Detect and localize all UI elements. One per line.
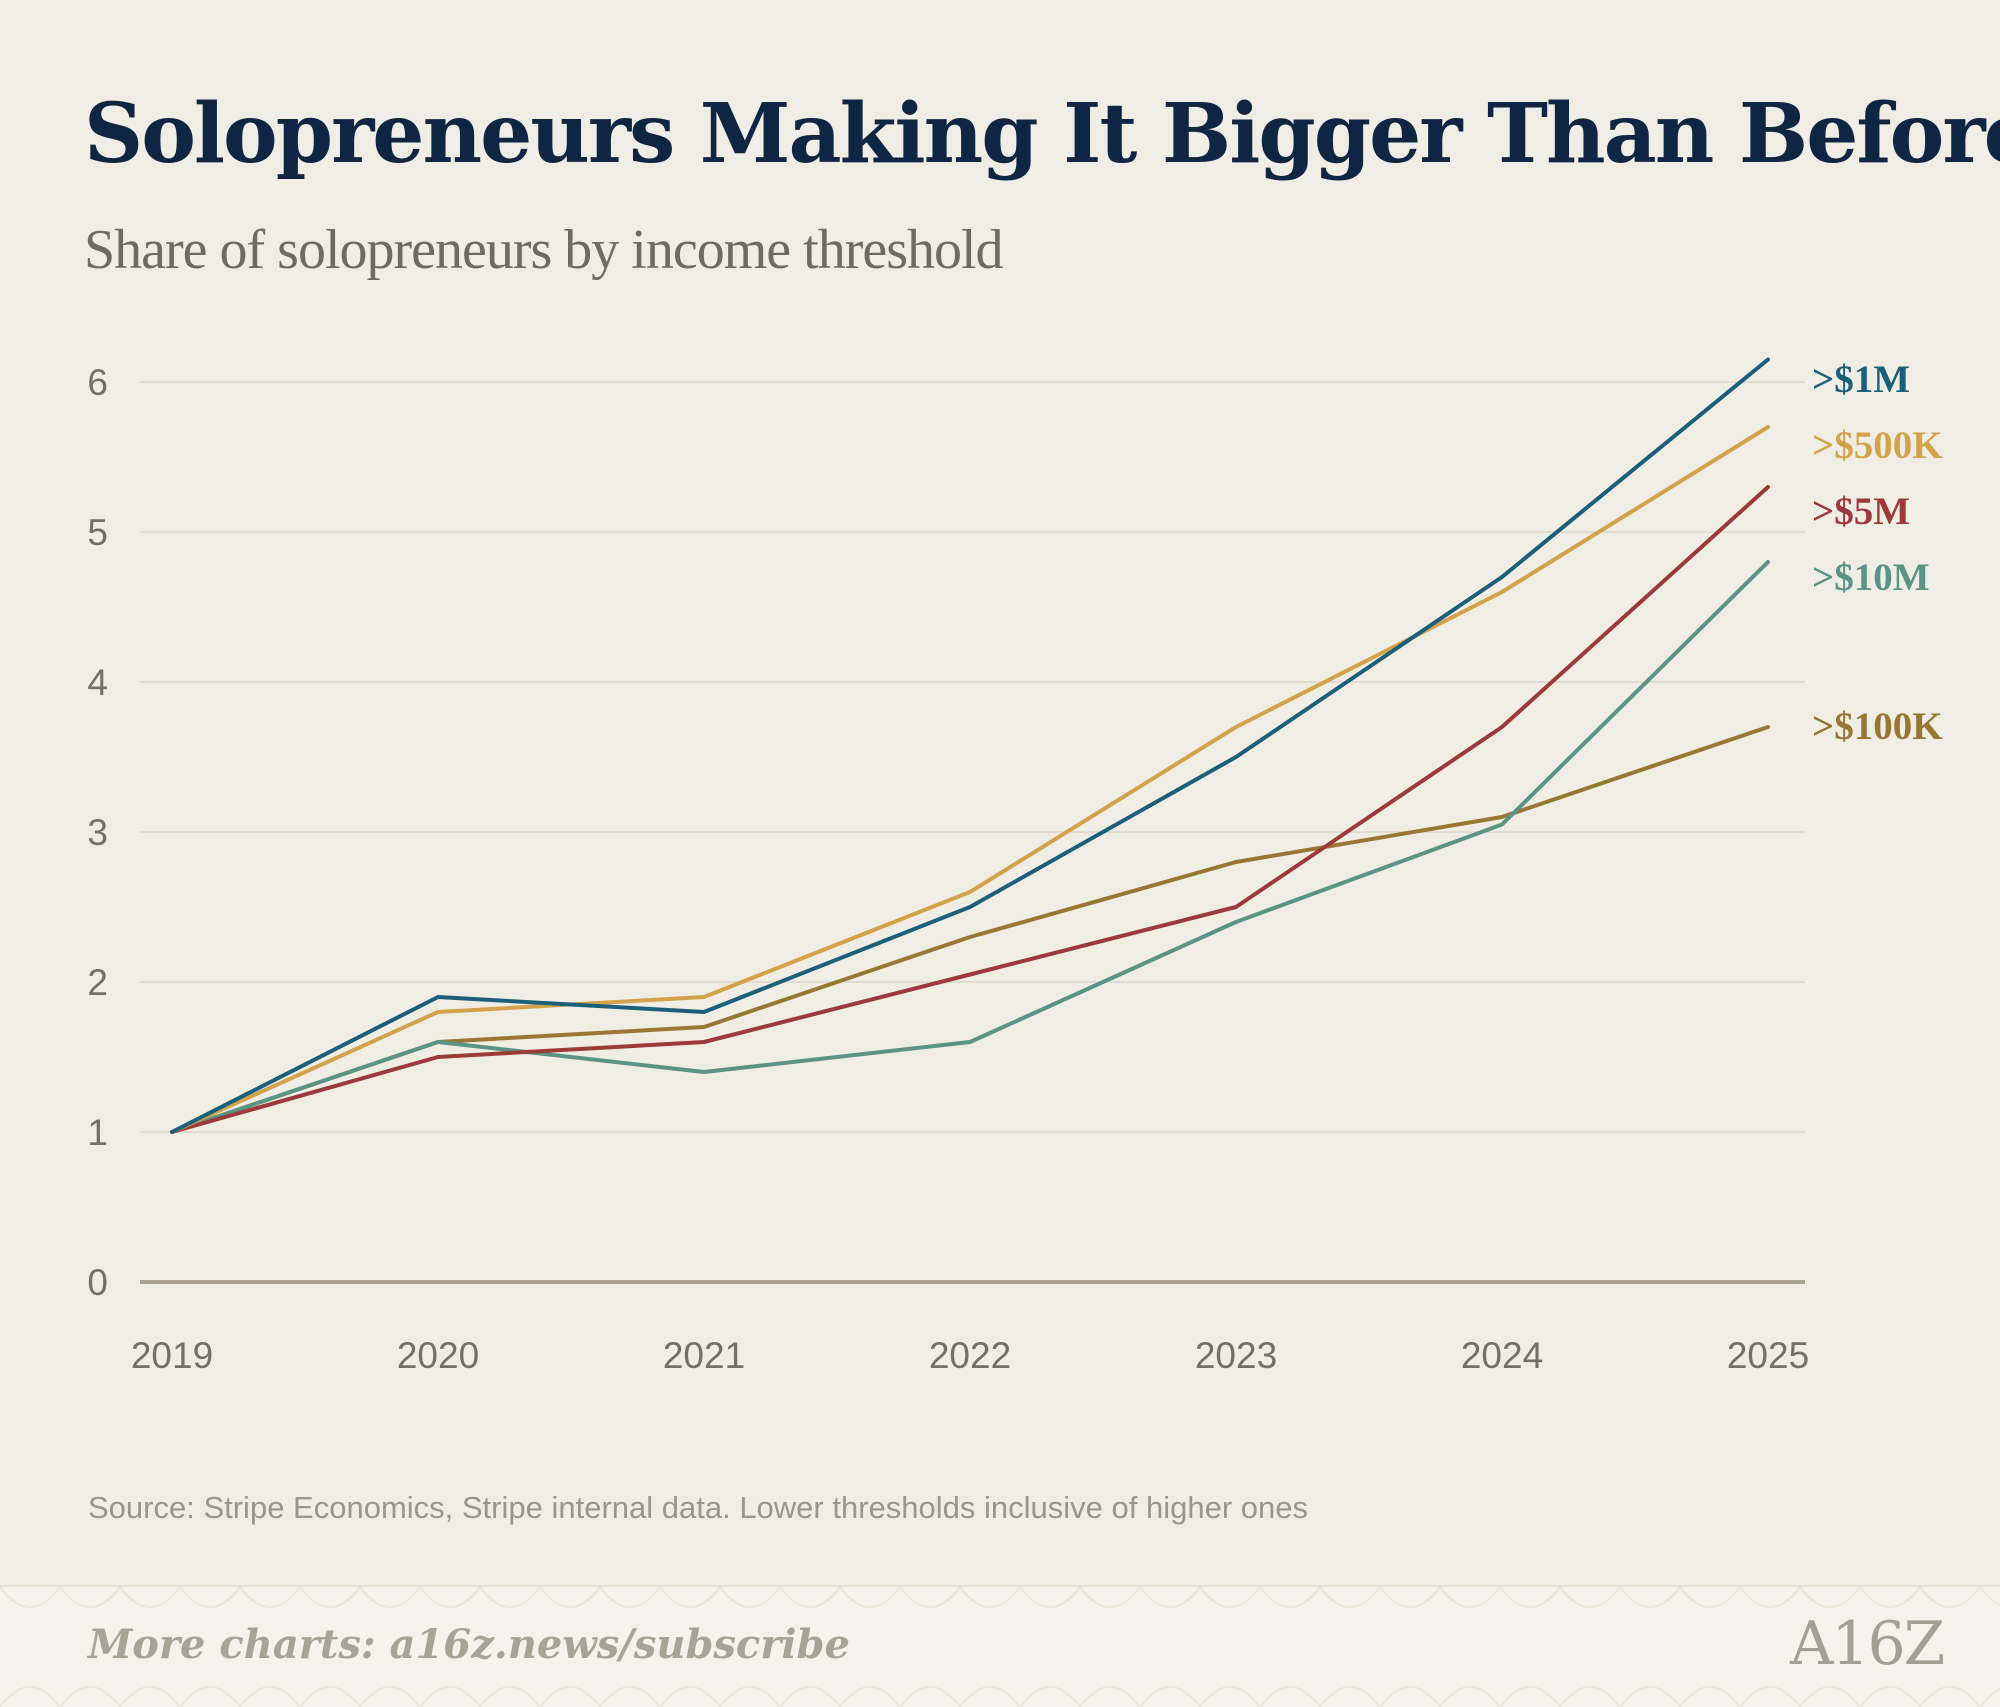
- x-tick-label: 2024: [1461, 1335, 1543, 1376]
- y-tick-label: 0: [87, 1262, 108, 1303]
- x-axis-ticks: 2019 2020 2021 2022 2023 2024 2025: [131, 1335, 1809, 1376]
- series-labels: >$1M >$500K >$5M >$10M >$100K: [1812, 358, 1943, 748]
- chart-title: Solopreneurs Making It Bigger Than Befor…: [84, 86, 2000, 182]
- series-lines: [170, 357, 1770, 1134]
- footer-bar: More charts: a16z.news/subscribe A16Z: [0, 1585, 2000, 1707]
- series-line: [170, 725, 1770, 1134]
- x-tick-label: 2022: [929, 1335, 1011, 1376]
- y-tick-label: 4: [87, 662, 108, 703]
- y-tick-label: 6: [87, 362, 108, 403]
- series-end-label: >$10M: [1812, 556, 1930, 599]
- subscribe-link[interactable]: More charts: a16z.news/subscribe: [88, 1621, 850, 1668]
- x-tick-label: 2025: [1727, 1335, 1809, 1376]
- x-tick-label: 2023: [1195, 1335, 1277, 1376]
- x-tick-label: 2020: [397, 1335, 479, 1376]
- y-tick-label: 2: [87, 962, 108, 1003]
- x-tick-label: 2021: [663, 1335, 745, 1376]
- chart-subtitle: Share of solopreneurs by income threshol…: [84, 219, 1004, 281]
- gridlines: [140, 381, 1805, 1284]
- series-end-label: >$1M: [1812, 358, 1910, 401]
- series-line: [170, 560, 1770, 1134]
- source-note: Source: Stripe Economics, Stripe interna…: [88, 1490, 1308, 1525]
- footer-decorative-pattern: [0, 1587, 2000, 1707]
- y-axis-ticks: 0 1 2 3 4 5 6: [87, 362, 108, 1303]
- y-tick-label: 3: [87, 812, 108, 853]
- line-chart: 0 1 2 3 4 5 6 2019 2020 2021 2022 2023 2024 2025 >$1…: [87, 357, 1943, 1376]
- series-line: [170, 357, 1770, 1134]
- a16z-logo: A16Z: [1790, 1609, 1945, 1679]
- series-line: [170, 425, 1770, 1134]
- series-end-label: >$5M: [1812, 490, 1910, 533]
- series-end-label: >$500K: [1812, 424, 1943, 467]
- x-tick-label: 2019: [131, 1335, 213, 1376]
- series-end-label: >$100K: [1812, 705, 1943, 748]
- y-tick-label: 1: [87, 1112, 108, 1153]
- series-line: [170, 485, 1770, 1134]
- y-tick-label: 5: [87, 512, 108, 553]
